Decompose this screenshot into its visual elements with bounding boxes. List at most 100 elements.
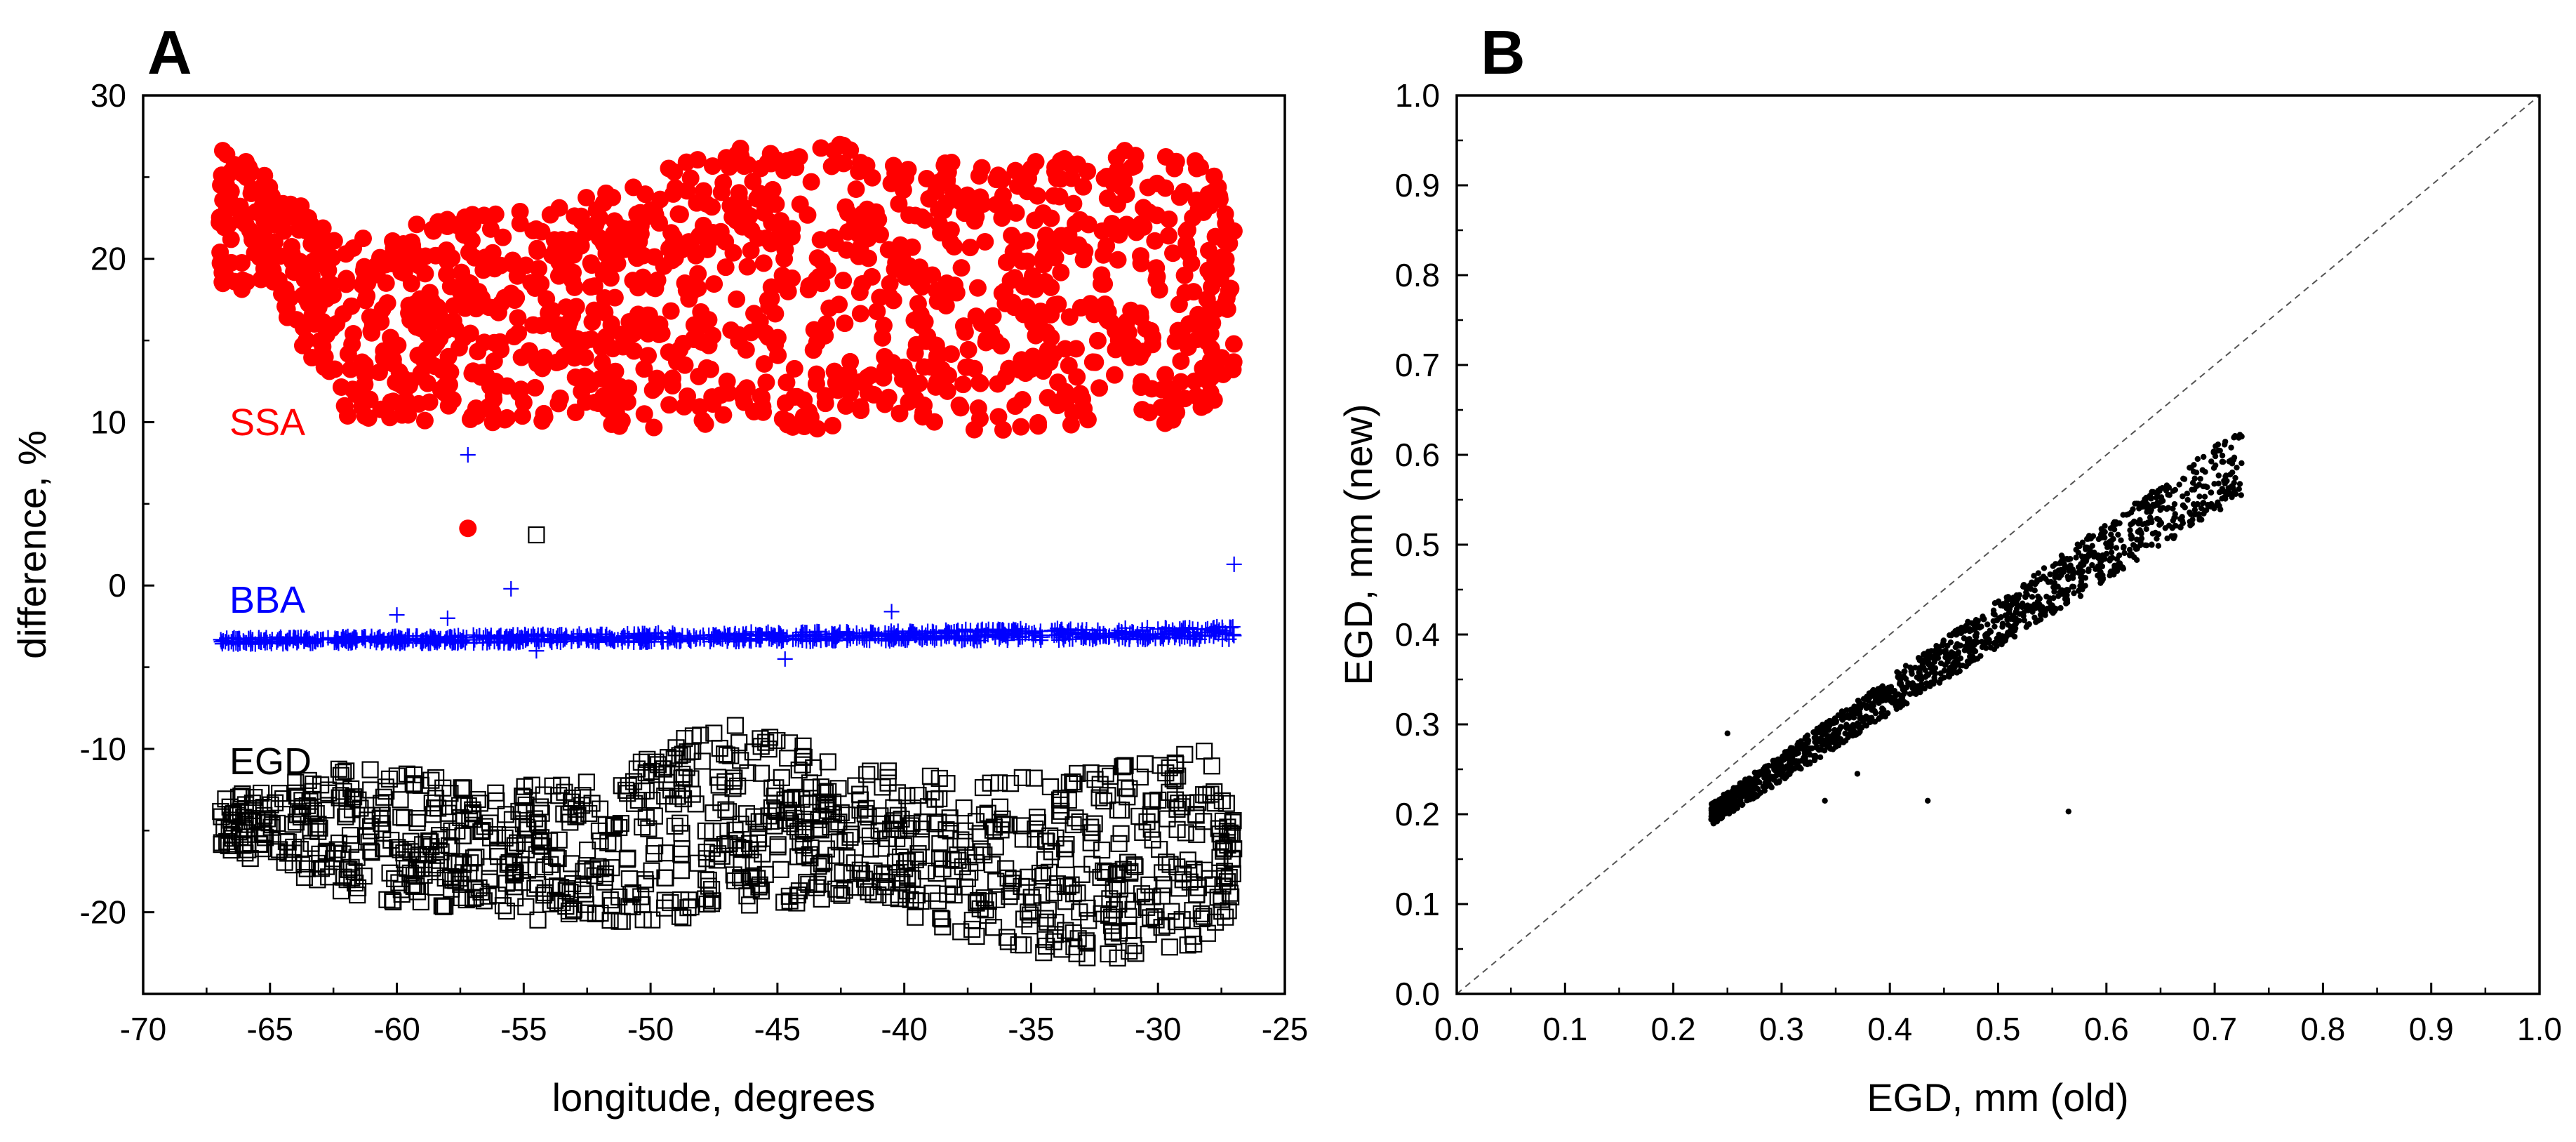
point-egd	[1086, 771, 1104, 788]
point-egd	[780, 887, 798, 905]
point-egd	[1073, 865, 1090, 883]
point-bba	[383, 631, 399, 647]
point-egd	[2138, 536, 2145, 542]
point-ssa	[522, 274, 540, 292]
point-egd	[1998, 641, 2005, 648]
point-ssa	[906, 206, 924, 225]
point-bba	[589, 633, 606, 649]
point-egd	[619, 849, 636, 867]
point-ssa	[214, 274, 232, 293]
point-egd	[1942, 654, 1949, 660]
point-egd	[2077, 592, 2084, 599]
point-ssa	[620, 312, 639, 331]
point-ssa	[663, 377, 681, 395]
point-ssa	[869, 211, 888, 229]
point-egd	[1813, 744, 1819, 751]
point-egd	[1718, 815, 1724, 822]
point-egd	[2202, 469, 2208, 475]
point-egd	[2053, 606, 2060, 612]
point-bba	[1081, 630, 1097, 646]
point-egd	[1225, 840, 1243, 858]
point-egd	[1762, 780, 1769, 786]
point-egd	[1807, 752, 1813, 758]
point-egd	[987, 872, 1005, 890]
point-egd	[869, 886, 887, 904]
point-egd	[1789, 759, 1796, 766]
point-egd	[2223, 472, 2229, 479]
point-egd	[1964, 639, 1971, 646]
point-ssa	[1160, 210, 1178, 228]
point-ssa	[642, 201, 660, 219]
point-egd	[634, 896, 651, 914]
point-egd	[1936, 679, 1943, 686]
series-egd	[212, 526, 1243, 967]
point-egd	[458, 891, 475, 909]
point-egd	[1947, 639, 1954, 646]
point-egd	[225, 814, 243, 832]
point-egd	[1773, 758, 1779, 764]
point-ssa	[919, 327, 937, 345]
point-egd	[2064, 573, 2071, 580]
point-ssa	[742, 324, 760, 342]
point-bba	[753, 632, 769, 648]
point-egd	[666, 817, 683, 835]
point-egd	[1179, 936, 1196, 954]
point-egd	[529, 875, 547, 894]
point-ssa	[474, 261, 493, 279]
point-egd	[762, 812, 780, 830]
point-ssa	[393, 376, 411, 394]
panel-a-y-axis-title: difference, %	[10, 430, 54, 659]
point-egd	[467, 848, 485, 866]
point-egd	[1972, 632, 1979, 639]
point-egd	[798, 873, 815, 891]
x-tick-label: 0.6	[2084, 1011, 2129, 1047]
point-egd	[1802, 757, 1809, 764]
point-egd	[302, 822, 319, 839]
point-bba	[985, 625, 1001, 641]
point-egd	[1717, 802, 1723, 809]
point-ssa	[439, 387, 458, 406]
point-egd	[1730, 802, 1737, 809]
point-egd	[1751, 783, 1758, 789]
point-egd	[345, 863, 363, 880]
point-egd	[1969, 644, 1976, 650]
point-ssa	[218, 145, 236, 164]
point-egd	[733, 840, 750, 858]
point-egd	[1908, 668, 1915, 675]
outlier-bba	[883, 604, 900, 620]
point-egd	[683, 785, 701, 803]
point-ssa	[528, 239, 546, 258]
point-egd	[2133, 536, 2140, 543]
point-bba	[840, 625, 856, 642]
y-tick-label: 0.3	[1395, 706, 1440, 743]
point-egd	[1027, 830, 1044, 848]
point-egd	[827, 880, 845, 898]
point-egd	[1036, 851, 1053, 868]
point-egd	[790, 761, 808, 779]
point-egd	[301, 792, 319, 810]
point-ssa	[773, 266, 792, 284]
point-egd	[1888, 694, 1895, 701]
y-tick-label: 30	[91, 77, 126, 114]
point-egd	[640, 820, 658, 837]
point-egd	[1998, 613, 2004, 620]
point-egd	[1806, 760, 1813, 767]
point-egd	[955, 799, 973, 817]
point-egd	[530, 816, 547, 833]
point-egd	[2108, 537, 2115, 544]
point-egd	[1015, 936, 1032, 954]
point-ssa	[1118, 215, 1136, 234]
point-egd	[375, 788, 392, 806]
point-egd	[1142, 909, 1159, 927]
point-egd	[1869, 701, 1875, 708]
point-ssa	[834, 272, 853, 290]
point-egd	[2187, 509, 2193, 516]
point-egd	[531, 798, 549, 816]
point-ssa	[276, 280, 295, 298]
point-egd	[2108, 543, 2114, 550]
point-egd	[893, 873, 911, 891]
point-bba	[871, 628, 887, 644]
point-egd	[1144, 831, 1161, 849]
point-ssa	[994, 420, 1012, 439]
point-ssa	[690, 398, 709, 416]
